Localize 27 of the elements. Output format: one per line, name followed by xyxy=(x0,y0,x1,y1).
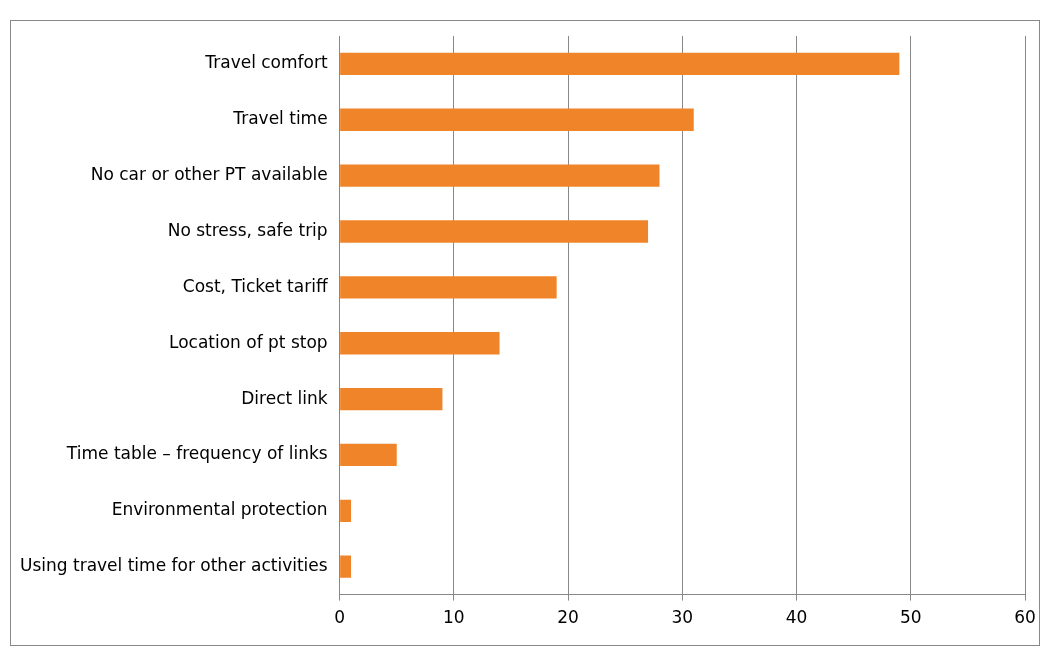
y-tick-label: Travel time xyxy=(232,108,328,129)
y-tick-label: No stress, safe trip xyxy=(167,219,328,240)
y-tick-label: Using travel time for other activities xyxy=(19,555,328,576)
x-tick-label: 30 xyxy=(671,607,694,628)
x-tick-label: 60 xyxy=(1014,607,1036,628)
y-tick-label: Direct link xyxy=(241,387,328,408)
x-tick-label: 50 xyxy=(899,607,922,628)
bar xyxy=(340,332,500,355)
bar xyxy=(340,52,900,76)
x-tick-label: 40 xyxy=(785,607,808,628)
y-tick-label: Cost, Ticket tariff xyxy=(182,275,329,296)
bar xyxy=(340,108,694,131)
y-tick-label: Travel comfort xyxy=(204,52,328,73)
bar xyxy=(340,387,443,411)
bar xyxy=(340,276,557,299)
y-tick-label: Time table – frequency of links xyxy=(65,443,328,464)
y-tick-label: No car or other PT available xyxy=(90,164,328,185)
x-tick-label: 10 xyxy=(443,607,465,628)
bar xyxy=(340,220,649,243)
bar xyxy=(340,499,352,522)
y-tick-label: Environmental protection xyxy=(111,499,328,520)
bar xyxy=(340,164,660,187)
y-tick-label: Location of pt stop xyxy=(168,331,328,352)
x-tick-label: 20 xyxy=(557,607,579,628)
bar xyxy=(340,443,397,467)
bar xyxy=(340,555,352,578)
x-tick-label: 0 xyxy=(334,607,346,628)
